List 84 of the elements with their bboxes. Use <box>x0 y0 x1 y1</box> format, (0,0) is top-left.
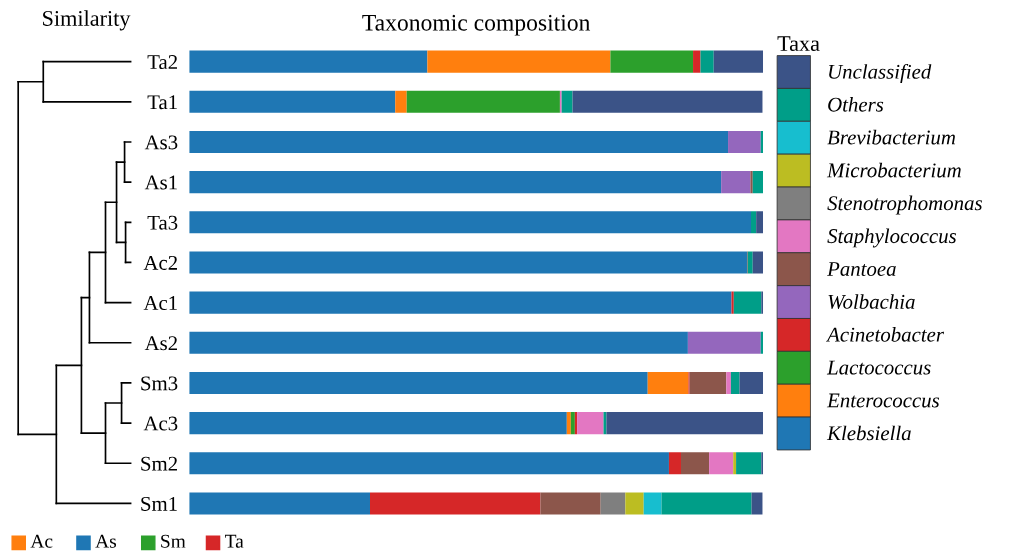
bar <box>668 452 681 475</box>
bar <box>733 291 762 314</box>
bar <box>751 211 757 234</box>
legend-label: Lactococcus <box>826 360 931 375</box>
bar <box>693 50 701 73</box>
bar <box>731 291 734 314</box>
bar <box>540 492 601 515</box>
bar <box>750 171 753 194</box>
y-tick-label: Sm2 <box>141 456 177 471</box>
y-tick-label: Sm1 <box>141 496 177 511</box>
bar <box>752 171 764 194</box>
legend-label: Others <box>828 97 884 112</box>
bar <box>643 492 662 515</box>
bar <box>721 171 751 194</box>
text: Similarity <box>43 10 131 31</box>
bar <box>728 130 761 154</box>
legend-label: Pantoea <box>827 262 896 276</box>
legend-label: Microbacterium <box>826 162 961 178</box>
legend-label: Unclassified <box>829 63 932 84</box>
y-tick-label: Ac2 <box>143 255 177 270</box>
bar <box>661 492 752 515</box>
legend-label: Acinetobacter <box>825 327 945 342</box>
y-tick-label: As3 <box>144 135 178 150</box>
bar <box>189 452 669 475</box>
bar <box>680 452 710 475</box>
bar <box>427 50 611 73</box>
legend-title: Taxa <box>777 36 820 52</box>
bar <box>189 331 688 354</box>
y-tick-label: Sm3 <box>141 376 178 391</box>
legend-label: Stenotrophomonas <box>827 195 982 215</box>
bar <box>736 452 762 475</box>
bar <box>610 50 694 73</box>
legend-label: Staphylococcus <box>827 228 957 248</box>
text: Ac <box>30 534 53 548</box>
bar <box>189 371 648 394</box>
bar <box>189 492 370 515</box>
annotation: Ta <box>225 534 244 548</box>
bar <box>700 50 714 73</box>
bar <box>606 412 764 435</box>
bar <box>189 130 729 154</box>
bar <box>570 412 575 435</box>
bar <box>739 371 764 394</box>
y-tick-label: As1 <box>144 175 177 190</box>
bar <box>189 171 722 194</box>
bar <box>395 90 407 113</box>
bar <box>747 251 753 274</box>
bar <box>600 492 626 515</box>
bar <box>751 492 763 515</box>
bar <box>726 371 731 394</box>
bar <box>689 371 727 394</box>
legend-label: Wolbachia <box>828 294 915 309</box>
y-tick-label: Ta1 <box>147 95 177 110</box>
bar <box>189 90 396 113</box>
legend-label: Brevibacterium <box>827 129 956 145</box>
bar <box>577 412 604 435</box>
bar <box>566 412 571 435</box>
bar <box>369 492 541 515</box>
bar <box>572 90 763 113</box>
y-tick-label: Ac3 <box>143 416 178 431</box>
bar <box>625 492 644 515</box>
bar <box>713 50 764 73</box>
bar <box>189 412 567 435</box>
bar <box>752 251 764 274</box>
text: Sm <box>161 534 186 548</box>
text: As <box>95 534 117 548</box>
bar <box>406 90 560 113</box>
bar <box>561 90 573 113</box>
bar <box>189 251 747 274</box>
bar <box>730 371 740 394</box>
legend-label: Klebsiella <box>826 425 911 441</box>
y-tick-label: Ac1 <box>143 296 177 311</box>
y-tick-label: Ta2 <box>147 55 177 70</box>
bar <box>709 452 734 475</box>
bar <box>189 211 751 234</box>
legend-label: Enterococcus <box>826 393 940 408</box>
bar <box>687 331 761 354</box>
bar <box>189 291 732 314</box>
bar <box>733 452 737 475</box>
bar <box>647 371 689 394</box>
y-tick-label: Ta3 <box>147 215 178 230</box>
bar <box>189 50 428 73</box>
y-tick-label: As2 <box>144 336 177 351</box>
chart-title: Taxonomic composition <box>362 14 591 36</box>
bar <box>756 211 764 234</box>
